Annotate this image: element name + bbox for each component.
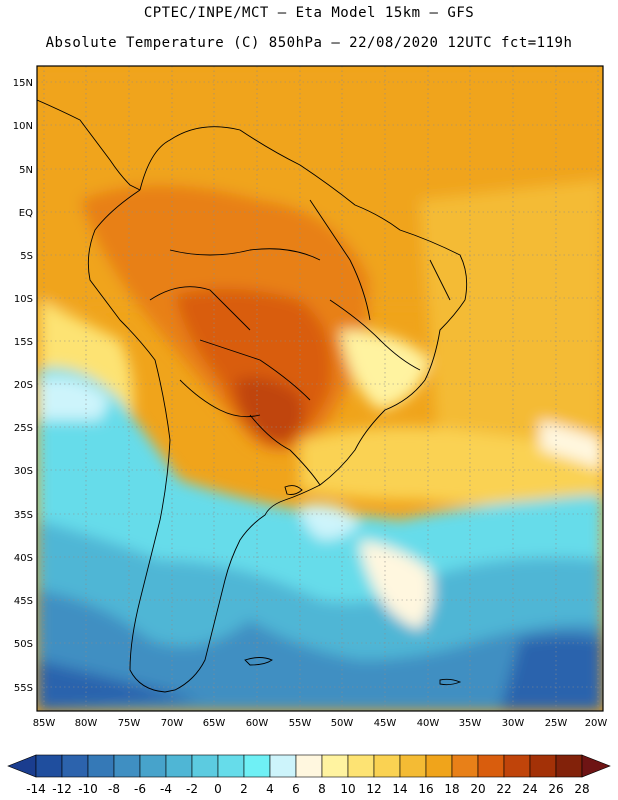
lat-label: 5N: [19, 165, 33, 176]
coastline: [37, 99, 468, 693]
colorbar-label: 2: [240, 782, 248, 796]
colorbar-label: 8: [318, 782, 326, 796]
lat-label: 35S: [14, 510, 33, 521]
lon-label: 30W: [502, 718, 525, 729]
colorbar-swatch: [503, 754, 531, 778]
colorbar-swatch: [451, 754, 479, 778]
colorbar-swatch: [61, 754, 89, 778]
lon-label: 55W: [289, 718, 312, 729]
map-frame: [36, 65, 604, 712]
colorbar-label: 4: [266, 782, 274, 796]
colorbar-swatch: [269, 754, 297, 778]
colorbar-label: -4: [160, 782, 172, 796]
colorbar-label: 28: [574, 782, 589, 796]
colorbar-label: -14: [26, 782, 46, 796]
lat-label: 15N: [13, 78, 33, 89]
lat-label: EQ: [19, 208, 33, 219]
latitude-labels: 15N 10N 5N EQ 5S 10S 15S 20S 25S 30S 35S…: [13, 78, 33, 694]
colorbar-low-arrow: [7, 754, 37, 778]
lat-label: 40S: [14, 553, 33, 564]
colorbar-swatch: [191, 754, 219, 778]
colorbar-swatch: [529, 754, 557, 778]
colorbar-label: 24: [522, 782, 537, 796]
colorbar-swatch: [165, 754, 193, 778]
lon-label: 45W: [374, 718, 397, 729]
colorbar-label: 14: [392, 782, 407, 796]
lon-label: 85W: [33, 718, 56, 729]
lat-label: 5S: [20, 251, 33, 262]
colorbar-swatch: [373, 754, 401, 778]
lon-label: 60W: [246, 718, 269, 729]
lat-label: 20S: [14, 380, 33, 391]
lon-label: 40W: [417, 718, 440, 729]
colorbar-high-arrow: [581, 754, 611, 778]
colorbar-swatch: [477, 754, 505, 778]
colorbar: -14 -12 -10 -8 -6 -4 -2 0 2 4 6 8 10 12 14 16 18 20 22 24 26…: [7, 754, 611, 796]
colorbar-swatch: [321, 754, 349, 778]
chart-subtitle: Absolute Temperature (C) 850hPa – 22/08/…: [45, 35, 573, 51]
lon-label: 20W: [585, 718, 608, 729]
colorbar-label: 20: [470, 782, 485, 796]
lon-label: 35W: [459, 718, 482, 729]
lon-label: 70W: [161, 718, 184, 729]
colorbar-label: 22: [496, 782, 511, 796]
colorbar-swatch: [217, 754, 245, 778]
colorbar-swatch: [295, 754, 323, 778]
lat-label: 10S: [14, 294, 33, 305]
lat-label: 10N: [13, 121, 33, 132]
colorbar-label: -8: [108, 782, 120, 796]
colorbar-swatch: [399, 754, 427, 778]
lat-label: 50S: [14, 639, 33, 650]
lat-label: 55S: [14, 683, 33, 694]
colorbar-swatch: [139, 754, 167, 778]
colorbar-label: -10: [78, 782, 98, 796]
colorbar-swatch: [87, 754, 115, 778]
colorbar-label: 18: [444, 782, 459, 796]
chart-title: CPTEC/INPE/MCT – Eta Model 15km – GFS: [143, 5, 475, 21]
lon-label: 65W: [203, 718, 226, 729]
colorbar-label: 12: [366, 782, 381, 796]
colorbar-label: 6: [292, 782, 300, 796]
lat-label: 25S: [14, 423, 33, 434]
colorbar-swatch: [35, 754, 63, 778]
colorbar-swatch: [555, 754, 583, 778]
lon-label: 50W: [331, 718, 354, 729]
colorbar-swatch: [347, 754, 375, 778]
lon-label: 75W: [118, 718, 141, 729]
lon-label: 25W: [545, 718, 568, 729]
lat-label: 45S: [14, 596, 33, 607]
colorbar-swatch: [113, 754, 141, 778]
colorbar-label: -12: [52, 782, 72, 796]
lat-label: 30S: [14, 466, 33, 477]
colorbar-label: 0: [214, 782, 222, 796]
colorbar-label: -2: [186, 782, 198, 796]
temperature-field: [37, 66, 603, 711]
colorbar-label: 16: [418, 782, 433, 796]
colorbar-label: 10: [340, 782, 355, 796]
lat-label: 15S: [14, 337, 33, 348]
colorbar-swatch: [243, 754, 271, 778]
lon-label: 80W: [75, 718, 98, 729]
colorbar-label: -6: [134, 782, 146, 796]
colorbar-label: 26: [548, 782, 563, 796]
longitude-labels: 85W 80W 75W 70W 65W 60W 55W 50W 45W 40W …: [33, 718, 608, 729]
colorbar-swatch: [425, 754, 453, 778]
